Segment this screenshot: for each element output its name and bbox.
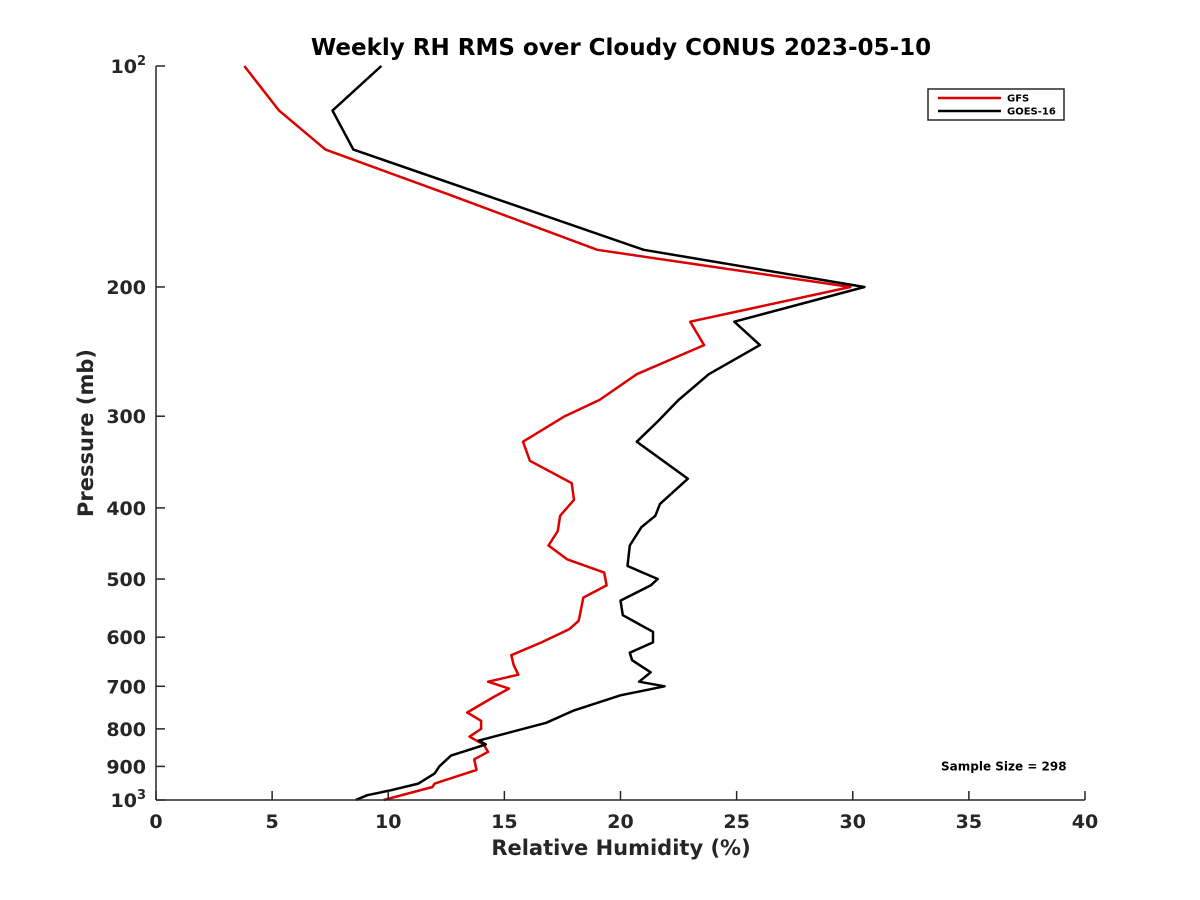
series-line-goes-16 [331,65,866,802]
y-tick-label: 400 [106,498,146,520]
y-axis-label: Pressure (mb) [74,349,98,517]
x-tick-label: 0 [149,811,162,833]
y-tick-label: 103 [111,788,147,812]
x-axis-label: Relative Humidity (%) [491,836,750,860]
x-tick-label: 35 [956,811,982,833]
x-tick-label: 15 [491,811,517,833]
legend-label-gfs: GFS [1007,94,1029,105]
y-tick-label: 300 [106,406,146,428]
chart-title: Weekly RH RMS over Cloudy CONUS 2023-05-… [311,35,931,61]
y-tick-label: 600 [106,627,146,649]
annotation-layer: Sample Size = 298 [941,759,1067,773]
x-tick-label: 5 [266,811,279,833]
series-line-gfs [243,65,852,802]
legend-box [927,88,1065,121]
y-tick-label: 102 [111,54,147,78]
y-tick-label: 900 [106,756,146,778]
y-tick-label: 800 [106,719,146,741]
x-tick-label: 25 [723,811,749,833]
y-tick-label: 500 [106,569,146,591]
x-tick-label: 10 [375,811,401,833]
x-tick-label: 30 [840,811,866,833]
legend: GFS GOES-16 [927,88,1065,121]
y-tick-label: 200 [106,277,146,299]
y-tick-label: 700 [106,676,146,698]
x-tick-label: 40 [1072,811,1098,833]
sample-size-annotation: Sample Size = 298 [941,759,1067,773]
series-layer [243,65,866,802]
axes-layer: 0 5 10 15 20 25 30 35 40 102 200 300 400 500 600 700 800… [106,54,1098,833]
x-tick-label: 20 [607,811,633,833]
legend-label-goes-16: GOES-16 [1007,107,1056,118]
